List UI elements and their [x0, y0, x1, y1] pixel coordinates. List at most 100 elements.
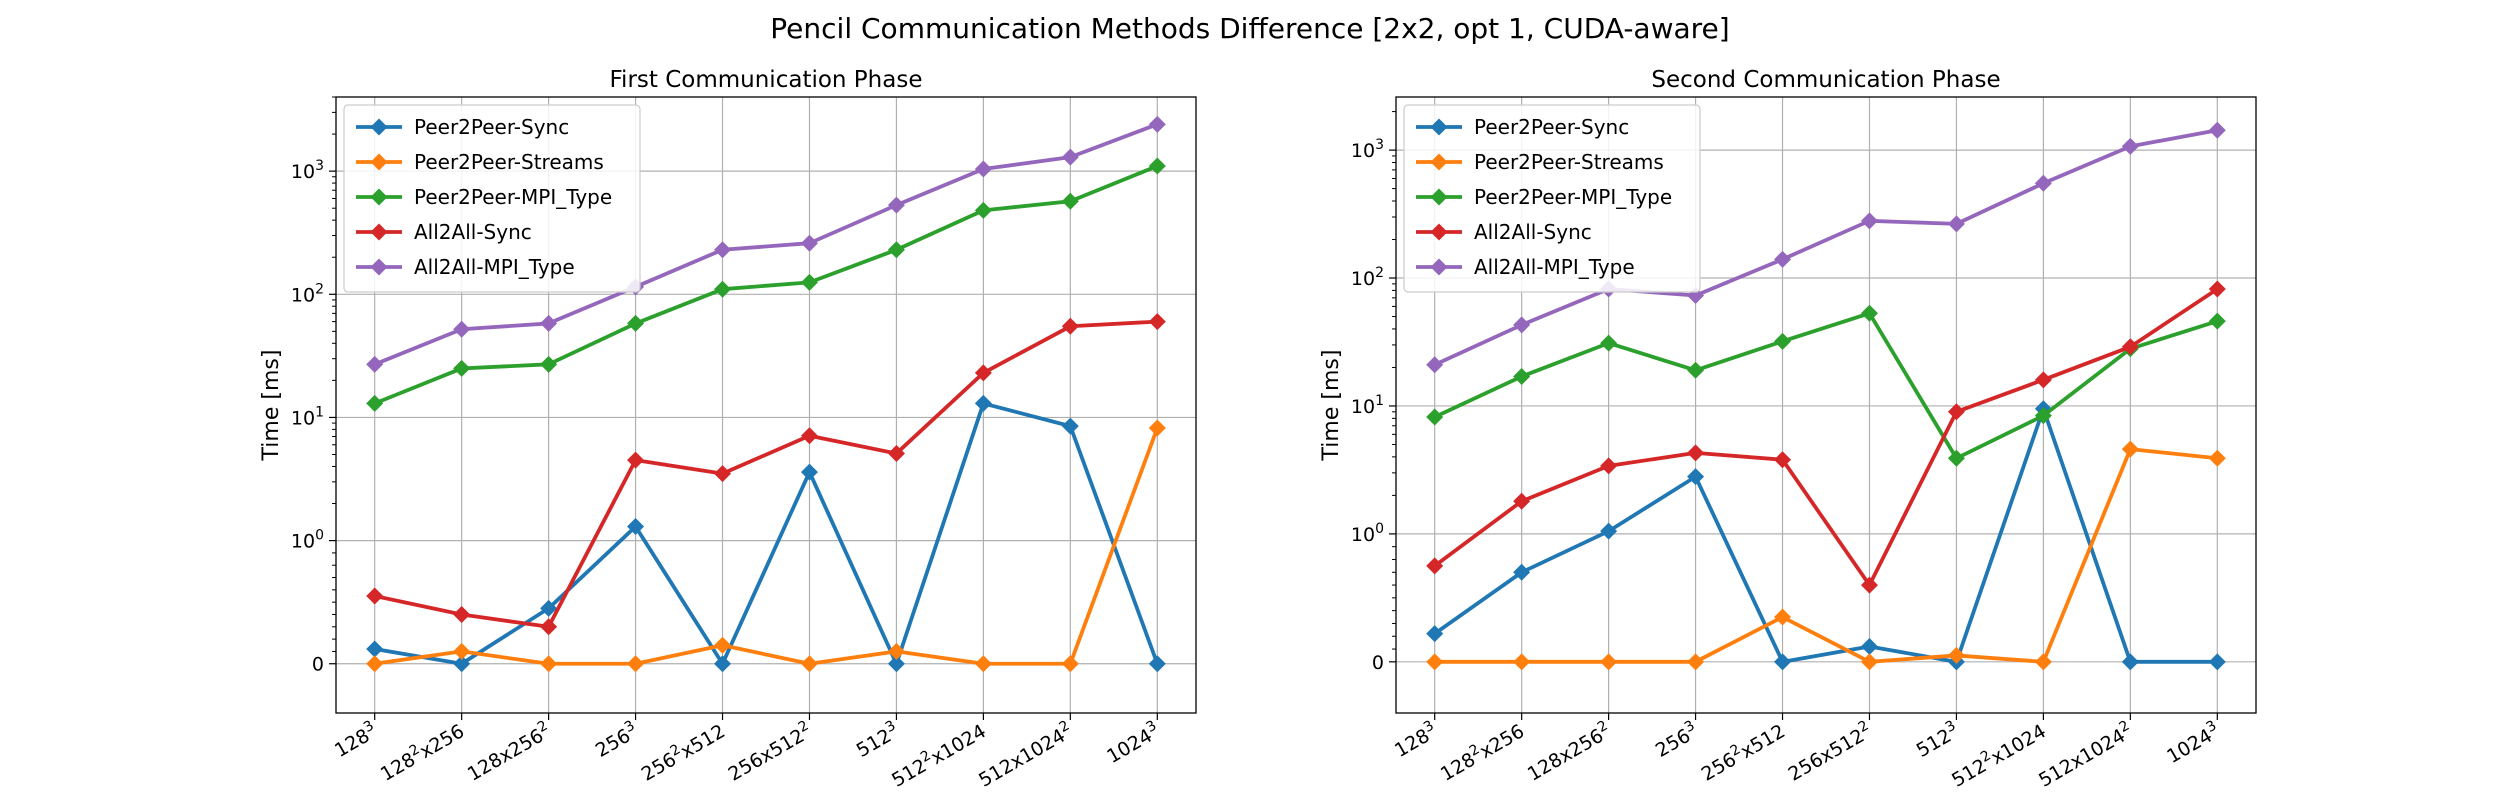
x-tick-label: 2562x512 — [1696, 718, 1789, 786]
data-point — [1600, 522, 1618, 540]
series-line — [1434, 447, 2218, 664]
y-tick-label: 0 — [312, 654, 324, 676]
series-peer2peer-streams — [1426, 440, 2226, 671]
data-point — [974, 160, 992, 178]
data-point — [887, 642, 905, 660]
y-tick-label: 0 — [1372, 652, 1384, 674]
y-minor-ticks — [332, 96, 336, 652]
legend: Peer2Peer-Sync Peer2Peer-Streams Peer2Peer… — [1403, 104, 1701, 293]
legend-item: Peer2Peer-Streams — [356, 150, 604, 174]
y-tick-label: 100 — [291, 528, 324, 553]
legend-label: All2All-MPI_Type — [414, 255, 575, 279]
data-point — [800, 463, 818, 481]
data-point — [627, 518, 645, 536]
data-point — [2121, 440, 2139, 458]
y-minor-ticks — [1392, 111, 1396, 650]
legend-marker — [1430, 223, 1448, 241]
data-point — [887, 241, 905, 259]
data-point — [1774, 451, 1792, 469]
legend-box — [343, 104, 641, 293]
series-line — [374, 401, 1160, 666]
legend-item: Peer2Peer-Sync — [1416, 115, 1629, 139]
x-tick-label: 2562x512 — [636, 718, 729, 786]
data-point — [366, 655, 384, 673]
data-point — [1774, 608, 1792, 626]
data-point — [1860, 304, 1878, 322]
legend-label: Peer2Peer-MPI_Type — [1474, 185, 1672, 209]
legend-marker — [370, 118, 388, 136]
x-tick-label: 128x2562 — [462, 718, 555, 786]
x-tick-label: 128x2562 — [1522, 718, 1615, 786]
data-point — [1148, 655, 1166, 673]
data-point — [1947, 403, 1965, 421]
chart-title: First Communication Phase — [610, 67, 923, 93]
data-point — [1860, 637, 1878, 655]
data-point — [974, 655, 992, 673]
data-point — [1600, 457, 1618, 475]
data-point — [1947, 215, 1965, 233]
legend-marker — [370, 223, 388, 241]
legend-item: Peer2Peer-Sync — [356, 115, 569, 139]
data-point — [1148, 313, 1166, 331]
series-peer2peer-streams — [366, 419, 1166, 673]
data-point — [1513, 563, 1531, 581]
legend-item: All2All-MPI_Type — [1416, 255, 1635, 279]
x-tick-label: 1282x256 — [1435, 718, 1528, 786]
x-tick-label: 10243 — [2162, 718, 2224, 768]
data-point — [1600, 653, 1618, 671]
x-tick-label: 256x5122 — [1783, 718, 1876, 786]
data-point — [1426, 557, 1444, 575]
data-point — [1061, 655, 1079, 673]
y-tick-label: 102 — [291, 281, 324, 306]
data-point — [1426, 408, 1444, 426]
data-point — [2034, 653, 2052, 671]
data-point — [366, 355, 384, 373]
y-tick-label: 103 — [291, 158, 324, 183]
data-point — [714, 280, 732, 298]
data-point — [1061, 317, 1079, 335]
data-point — [1513, 653, 1531, 671]
data-point — [1947, 646, 1965, 664]
data-point — [714, 655, 732, 673]
legend-item: Peer2Peer-MPI_Type — [356, 185, 612, 209]
data-point — [974, 394, 992, 412]
data-point — [800, 273, 818, 291]
legend-label: All2All-MPI_Type — [1474, 255, 1635, 279]
data-point — [453, 655, 471, 673]
legend-marker — [1430, 118, 1448, 136]
series-all2all-mpi-type — [1426, 121, 2226, 374]
legend-marker — [370, 258, 388, 276]
data-point — [1774, 653, 1792, 671]
data-point — [453, 320, 471, 338]
legend-item: All2All-Sync — [1416, 220, 1592, 244]
data-point — [540, 355, 558, 373]
legend-label: All2All-Sync — [1474, 220, 1592, 244]
legend-item: Peer2Peer-MPI_Type — [1416, 185, 1672, 209]
data-point — [453, 642, 471, 660]
series-line — [1433, 311, 2218, 461]
data-point — [1426, 653, 1444, 671]
data-point — [540, 655, 558, 673]
legend-label: Peer2Peer-Sync — [1474, 115, 1629, 139]
data-point — [1513, 367, 1531, 385]
x-tick-label: 5122x1024 — [1947, 718, 2050, 792]
data-point — [2208, 121, 2226, 139]
y-tick-label: 100 — [1351, 521, 1384, 546]
legend-label: All2All-Sync — [414, 220, 532, 244]
data-point — [2121, 653, 2139, 671]
x-tick-label: 512x10242 — [2034, 718, 2137, 792]
series-line — [1433, 287, 2219, 587]
data-point — [974, 201, 992, 219]
y-axis-label: Time [ms] — [259, 350, 284, 462]
data-point — [714, 241, 732, 259]
x-tick-label: 2563 — [1650, 718, 1702, 762]
series-peer2peer-sync — [366, 394, 1166, 673]
series-line — [373, 164, 1159, 406]
data-point — [1061, 148, 1079, 166]
data-point — [366, 587, 384, 605]
legend-item: All2All-MPI_Type — [356, 255, 575, 279]
x-tick-label: 5123 — [1911, 718, 1963, 762]
data-point — [1860, 576, 1878, 594]
data-point — [1687, 361, 1705, 379]
